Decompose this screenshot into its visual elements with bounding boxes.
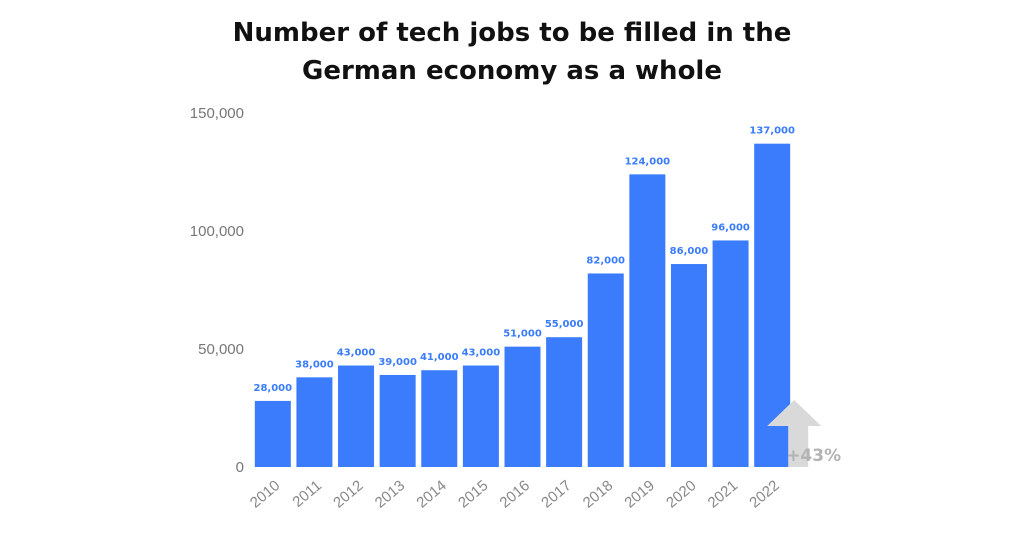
bars — [254, 143, 791, 468]
growth-annotation-label: +43% — [786, 446, 841, 466]
x-tick-label-2013: 2013 — [372, 477, 408, 511]
bar-2011 — [296, 377, 333, 467]
growth-annotation: +43% — [767, 400, 841, 467]
x-tick-label-2010: 2010 — [247, 477, 283, 511]
data-label-2011: 38,000 — [295, 359, 334, 370]
bar-2010 — [254, 400, 291, 467]
data-label-2021: 96,000 — [711, 222, 750, 233]
bar-2012 — [338, 365, 375, 467]
x-tick-label-2018: 2018 — [580, 477, 616, 511]
x-tick-label-2020: 2020 — [663, 477, 699, 511]
x-tick-label-2019: 2019 — [621, 477, 657, 511]
data-label-2013: 39,000 — [378, 357, 417, 368]
y-tick-label: 50,000 — [198, 341, 244, 358]
data-label-2019: 124,000 — [625, 156, 671, 167]
data-label-2015: 43,000 — [462, 348, 501, 359]
x-tick-label-2016: 2016 — [497, 477, 533, 511]
bar-2019 — [629, 174, 666, 468]
y-tick-label: 0 — [236, 459, 244, 476]
data-label-2020: 86,000 — [670, 246, 709, 257]
y-tick-label: 150,000 — [190, 105, 244, 122]
bar-2013 — [379, 374, 416, 467]
chart-title: Number of tech jobs to be filled in the … — [0, 14, 1024, 90]
data-label-2018: 82,000 — [586, 255, 625, 266]
bar-2018 — [587, 273, 624, 467]
chart-title-line-1: Number of tech jobs to be filled in the — [232, 18, 792, 48]
x-tick-label-2021: 2021 — [705, 477, 741, 511]
x-axis: 2010 2011 2012 2013 2014 2015 2016 2017 2018 2019… — [247, 477, 783, 511]
data-label-2014: 41,000 — [420, 352, 459, 363]
y-axis: 0 50,000 100,000 150,000 — [190, 105, 244, 476]
bar-2014 — [421, 370, 458, 467]
x-tick-label-2015: 2015 — [455, 477, 491, 511]
bar-2015 — [462, 365, 499, 467]
x-tick-label-2011: 2011 — [289, 477, 325, 511]
data-label-2022: 137,000 — [749, 126, 795, 137]
y-tick-label: 100,000 — [190, 223, 244, 240]
x-tick-label-2017: 2017 — [538, 477, 574, 511]
data-label-2010: 28,000 — [254, 383, 293, 394]
bar-2020 — [670, 264, 707, 467]
data-label-2016: 51,000 — [503, 329, 542, 340]
x-tick-label-2014: 2014 — [413, 477, 449, 511]
data-label-2012: 43,000 — [337, 348, 376, 359]
x-tick-label-2022: 2022 — [746, 477, 782, 511]
chart-title-line-2: German economy as a whole — [302, 56, 722, 86]
up-arrow-icon — [767, 400, 822, 467]
bar-2016 — [504, 346, 541, 467]
data-label-2017: 55,000 — [545, 319, 584, 330]
x-tick-label-2012: 2012 — [330, 477, 366, 511]
bar-2017 — [546, 337, 583, 467]
bar-2021 — [712, 240, 749, 467]
